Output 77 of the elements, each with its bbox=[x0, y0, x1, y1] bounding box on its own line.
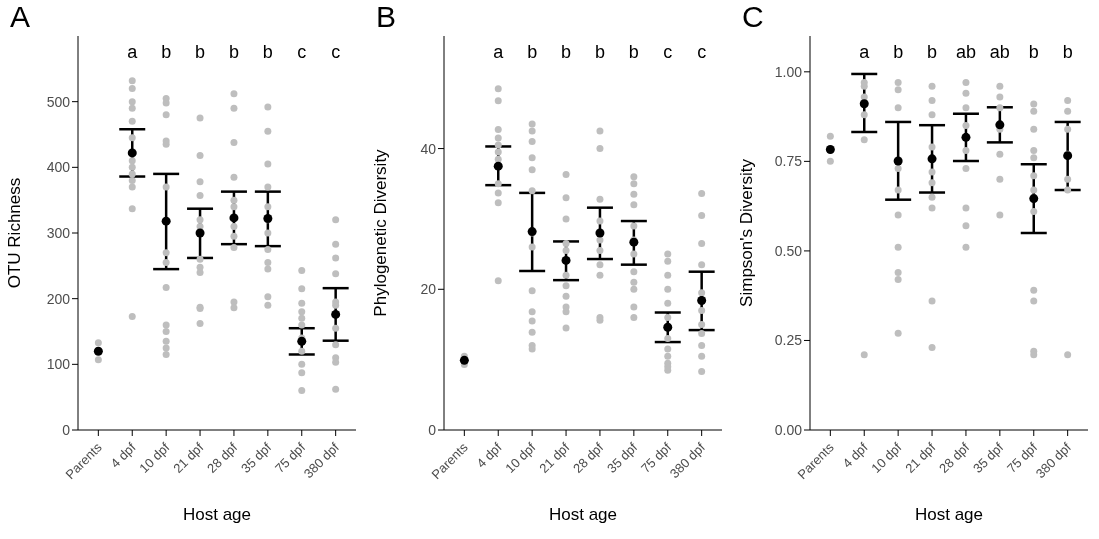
x-axis-title: Host age bbox=[914, 505, 984, 524]
x-tick-label: 21 dpf bbox=[902, 439, 939, 476]
annotation: b bbox=[195, 42, 206, 63]
point bbox=[697, 296, 707, 306]
x-tick-label: 21 dpf bbox=[170, 439, 207, 476]
annotation: b bbox=[893, 42, 904, 63]
x-tick-label: 28 dpf bbox=[570, 439, 607, 476]
x-tick-label: 4 dpf bbox=[107, 439, 139, 471]
y-tick-label: 0.00 bbox=[774, 421, 803, 438]
x-tick-label: 10 dpf bbox=[136, 439, 173, 476]
point bbox=[297, 336, 307, 346]
annotation: c bbox=[331, 42, 341, 63]
point bbox=[995, 120, 1005, 130]
annotation: b bbox=[561, 42, 572, 63]
point bbox=[493, 161, 503, 171]
annotation: b bbox=[628, 42, 639, 63]
y-tick-label: 0.75 bbox=[774, 153, 803, 170]
y-tick-label: 100 bbox=[46, 356, 71, 373]
x-tick-label: 28 dpf bbox=[936, 439, 973, 476]
point bbox=[663, 322, 673, 332]
x-tick-label: 21 dpf bbox=[536, 439, 573, 476]
annotation: ab bbox=[955, 42, 976, 63]
annotation: c bbox=[697, 42, 707, 63]
y-tick-label: 400 bbox=[46, 159, 71, 176]
annotation: a bbox=[493, 42, 505, 63]
point bbox=[459, 355, 469, 365]
y-tick-label: 20 bbox=[420, 281, 437, 298]
y-axis-title: Simpson's Diversity bbox=[737, 158, 757, 307]
point bbox=[927, 154, 937, 164]
annotation: c bbox=[297, 42, 307, 63]
point bbox=[961, 132, 971, 142]
point bbox=[893, 156, 903, 166]
x-tick-label: 35 dpf bbox=[970, 439, 1007, 476]
point bbox=[195, 228, 205, 238]
y-tick-label: 0 bbox=[62, 421, 71, 438]
x-tick-label: 4 dpf bbox=[839, 439, 871, 471]
point bbox=[561, 255, 571, 265]
annotation: b bbox=[1062, 42, 1073, 63]
point bbox=[331, 309, 341, 319]
x-tick-label: 10 dpf bbox=[868, 439, 905, 476]
chart-title: B bbox=[376, 0, 397, 34]
annotation: b bbox=[161, 42, 172, 63]
y-axis-title: OTU Richness bbox=[5, 177, 25, 289]
y-tick-label: 0 bbox=[428, 421, 437, 438]
annotation: c bbox=[663, 42, 673, 63]
y-tick-label: 300 bbox=[46, 224, 71, 241]
chart-title: C bbox=[742, 0, 764, 34]
y-tick-label: 40 bbox=[420, 140, 437, 157]
point bbox=[161, 216, 171, 226]
point bbox=[93, 346, 103, 356]
annotation: b bbox=[594, 42, 605, 63]
annotation: ab bbox=[989, 42, 1010, 63]
annotation: b bbox=[1028, 42, 1039, 63]
y-axis-title: Phylogenetic Diversity bbox=[371, 148, 391, 317]
x-tick-label: 10 dpf bbox=[502, 439, 539, 476]
point bbox=[859, 99, 869, 109]
x-axis-title: Host age bbox=[548, 505, 618, 524]
y-tick-label: 0.50 bbox=[774, 242, 803, 259]
y-tick-label: 0.25 bbox=[774, 332, 803, 349]
y-tick-label: 500 bbox=[46, 93, 71, 110]
x-axis-title: Host age bbox=[182, 505, 252, 524]
y-tick-label: 200 bbox=[46, 290, 71, 307]
point bbox=[825, 145, 835, 155]
annotation: b bbox=[927, 42, 938, 63]
chart-title: A bbox=[10, 0, 31, 34]
x-tick-label: 35 dpf bbox=[238, 439, 275, 476]
x-tick-label: 28 dpf bbox=[204, 439, 241, 476]
annotation: a bbox=[127, 42, 139, 63]
point bbox=[229, 213, 239, 223]
annotation: a bbox=[859, 42, 871, 63]
x-tick-label: 4 dpf bbox=[473, 439, 505, 471]
annotation: b bbox=[262, 42, 273, 63]
y-tick-label: 1.00 bbox=[774, 63, 803, 80]
annotation: b bbox=[527, 42, 538, 63]
annotation: b bbox=[228, 42, 239, 63]
point bbox=[595, 228, 605, 238]
x-tick-label: 35 dpf bbox=[604, 439, 641, 476]
